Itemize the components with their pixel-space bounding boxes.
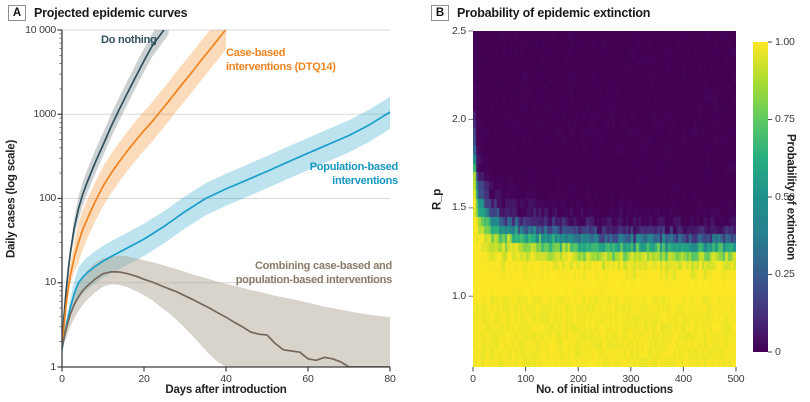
panel-a-x-tick-label: 20	[138, 373, 150, 385]
colorbar-tick-label: 0.25	[775, 268, 795, 280]
panel-b-y-tick-label: 1.5	[452, 201, 466, 214]
series-label: Case-based interventions (DTQ14)	[226, 47, 336, 73]
colorbar-gradient	[753, 42, 768, 352]
panel-b-y-axis-label: R_p	[431, 188, 444, 210]
panel-b-x-tick-label: 200	[569, 373, 587, 385]
panel-b-header: B Probability of epidemic extinction	[431, 5, 650, 21]
colorbar-tick-label: 0.75	[775, 113, 795, 125]
panel-b-x-axis-label: No. of initial introductions	[536, 384, 673, 396]
panel-a-letter: A	[8, 5, 26, 21]
colorbar-label: Probability of extinction	[784, 134, 797, 260]
panel-a-y-tick-label: 10	[44, 276, 56, 289]
extinction-heatmap	[473, 31, 736, 367]
panel-b-x-tick-label: 0	[470, 373, 476, 385]
panel-a-x-tick-label: 60	[302, 373, 314, 385]
panel-b-x-tick-label: 300	[622, 373, 640, 385]
colorbar-tick-label: 1.00	[775, 35, 795, 48]
panel-b-y-tick-label: 2.0	[452, 112, 466, 125]
panel-a-y-tick-label: 100	[39, 192, 56, 204]
colorbar-tick-label: 0.50	[775, 190, 795, 203]
series-label: Do nothing	[101, 34, 157, 46]
panel-a-title: Projected epidemic curves	[34, 6, 188, 20]
panel-a-y-tick-label: 10 000	[25, 23, 56, 36]
panel-b-x-tick-label: 500	[727, 373, 745, 385]
series-label: Population-based interventions	[309, 161, 399, 187]
panel-b-y-tick-label: 1.0	[452, 289, 466, 302]
panel-a-x-tick-label: 80	[384, 373, 396, 385]
panel-a-x-tick-label: 40	[220, 373, 232, 385]
panel-a-header: A Projected epidemic curves	[8, 5, 188, 21]
panel-b-letter: B	[431, 5, 449, 21]
panel-a-x-tick-label: 0	[59, 373, 65, 385]
panel-a-y-tick-label: 1	[50, 360, 56, 373]
colorbar-tick-label: 0	[775, 345, 781, 358]
panel-b-title: Probability of epidemic extinction	[457, 6, 651, 20]
series-label: Combining case-based and population-based…	[235, 260, 393, 286]
panel-b-x-tick-label: 100	[517, 373, 535, 385]
panel-a-x-axis-label: Days after introduction	[165, 384, 287, 396]
panel-b-x-tick-label: 400	[674, 373, 692, 385]
panel-a-y-tick-label: 1000	[33, 107, 56, 120]
panel-b-y-tick-label: 2.5	[452, 24, 466, 37]
